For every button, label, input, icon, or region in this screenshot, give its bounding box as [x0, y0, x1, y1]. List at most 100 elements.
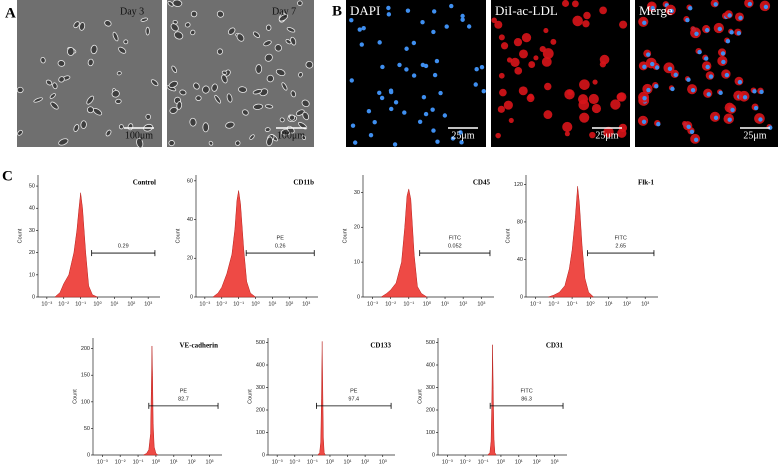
nucleus [442, 113, 448, 118]
nucleus [753, 105, 759, 111]
nucleus [713, 2, 718, 7]
histogram-area [212, 190, 257, 298]
cell [252, 103, 264, 110]
cell [111, 90, 120, 98]
cell [616, 92, 627, 102]
nucleus [361, 25, 366, 31]
nucleus [689, 129, 695, 134]
x-tick-label: 10¹ [268, 301, 276, 307]
nucleus [386, 12, 392, 17]
cell [582, 20, 590, 28]
nucleus [730, 107, 735, 113]
nucleus [450, 136, 456, 141]
cell [579, 112, 590, 123]
nucleus [718, 90, 723, 96]
nucleus [349, 17, 354, 23]
y-tick-label: 80 [517, 219, 523, 225]
nucleus [763, 4, 769, 10]
cell [265, 24, 272, 31]
cell [145, 113, 151, 120]
nucleus [404, 67, 409, 72]
nucleus [386, 5, 391, 11]
cell [592, 79, 598, 85]
cell [211, 83, 218, 92]
nucleus [350, 123, 356, 128]
nucleus [349, 78, 354, 83]
x-tick-label: 10¹ [515, 459, 523, 465]
cell [562, 121, 573, 132]
x-tick-label: 10⁻³ [530, 301, 541, 307]
scale-label: 100μm [125, 130, 153, 141]
cell [123, 39, 129, 45]
x-tick-label: 10⁰ [497, 458, 506, 465]
histogram-area [143, 345, 159, 456]
nucleus [736, 30, 742, 36]
cell [494, 20, 503, 29]
cell [73, 124, 80, 132]
y-axis-label: Count [505, 228, 511, 243]
y-tick-label: 400 [256, 362, 265, 368]
x-tick-label: 10⁻¹ [75, 301, 86, 307]
nucleus [708, 74, 714, 79]
x-tick-label: 10¹ [110, 301, 118, 307]
nucleus [747, 1, 753, 7]
nucleus [393, 100, 399, 105]
image-label: Merge [639, 3, 673, 18]
cell [618, 123, 628, 133]
nucleus [654, 65, 660, 70]
image-bg [491, 0, 630, 147]
nucleus [380, 64, 385, 70]
nucleus [727, 117, 732, 122]
cell [514, 66, 523, 75]
cell [118, 124, 124, 130]
cell [497, 105, 505, 113]
cell [564, 131, 570, 137]
cell [290, 90, 297, 98]
cell [289, 114, 296, 121]
cell [572, 15, 583, 27]
nucleus [434, 58, 440, 64]
cell [285, 39, 292, 45]
cell [527, 93, 534, 100]
cell [266, 136, 273, 147]
cell [49, 93, 56, 99]
cell [500, 42, 509, 50]
x-tick-label: 10¹ [441, 301, 449, 307]
x-tick-label: 10⁰ [586, 300, 595, 307]
nucleus [449, 3, 454, 9]
cell [550, 38, 557, 45]
nucleus [705, 64, 710, 70]
nucleus [402, 110, 407, 115]
cell [252, 31, 261, 38]
y-tick-label: 200 [81, 346, 90, 352]
cell [541, 56, 552, 67]
y-axis-label: Count [175, 228, 181, 243]
nucleus [646, 52, 651, 57]
x-tick-label: 10² [188, 459, 196, 465]
y-axis-label: Count [72, 389, 78, 404]
x-tick-label: 10² [533, 459, 541, 465]
cell [193, 82, 200, 90]
cell [298, 72, 303, 78]
nucleus [704, 27, 710, 33]
nucleus [417, 119, 423, 124]
x-tick-label: 10³ [477, 301, 485, 307]
x-tick-label: 10⁻³ [442, 459, 453, 465]
y-tick-label: 300 [256, 385, 265, 391]
nucleus [479, 64, 485, 70]
gate-label: FITC [520, 388, 532, 394]
y-tick-label: 50 [29, 184, 35, 190]
cell [521, 32, 532, 43]
nucleus [379, 95, 385, 101]
image-label: Day 7 [272, 6, 296, 17]
x-tick-label: 10⁻¹ [233, 301, 244, 307]
nucleus [444, 24, 449, 29]
cell [221, 74, 228, 84]
histogram-area [548, 186, 595, 298]
cell [510, 57, 520, 67]
y-tick-label: 0 [190, 294, 193, 300]
cell [599, 54, 610, 65]
x-tick-label: 10³ [302, 301, 310, 307]
nucleus [473, 82, 478, 87]
cell [498, 34, 505, 41]
